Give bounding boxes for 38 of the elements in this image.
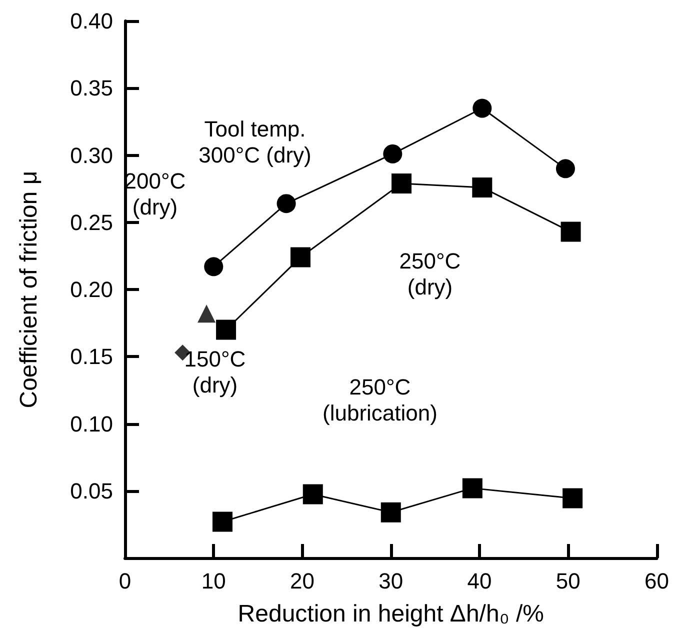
annotation: 150°C (dry) bbox=[184, 346, 246, 398]
y-tick-label: 0.10 bbox=[70, 411, 113, 436]
x-tick-label: 30 bbox=[378, 568, 404, 594]
point bbox=[380, 502, 401, 522]
point bbox=[562, 488, 583, 508]
y-tick-label: 0.20 bbox=[70, 277, 113, 302]
point bbox=[216, 320, 236, 340]
y-tick-label: 0.40 bbox=[70, 8, 113, 34]
point bbox=[290, 247, 310, 268]
point bbox=[560, 222, 581, 242]
point bbox=[472, 177, 492, 198]
point bbox=[462, 478, 482, 498]
annotation: 250°C (lubrication) bbox=[322, 374, 438, 426]
annotation: 200°C (dry) bbox=[124, 168, 186, 220]
y-tick-label: 0.05 bbox=[70, 478, 113, 504]
y-tick-label: 0.25 bbox=[70, 210, 113, 235]
point bbox=[198, 304, 216, 323]
x-tick-label: 40 bbox=[467, 568, 492, 594]
y-tick-label: 0.30 bbox=[70, 142, 113, 168]
x-tick-label: 0 bbox=[118, 568, 132, 594]
point bbox=[472, 98, 492, 118]
x-axis-title: Reduction in height Δh/h₀ /% bbox=[238, 600, 544, 628]
y-tick-label: 0.35 bbox=[70, 76, 113, 101]
x-tick-label: 60 bbox=[644, 568, 670, 594]
y-tick-label: 0.15 bbox=[70, 344, 113, 370]
point bbox=[556, 159, 575, 178]
point bbox=[392, 173, 412, 194]
point bbox=[383, 144, 402, 164]
point bbox=[276, 194, 296, 214]
x-tick-label: 20 bbox=[290, 568, 314, 594]
x-tick-label: 10 bbox=[201, 568, 226, 594]
annotation: Tool temp. 300°C (dry) bbox=[198, 116, 312, 168]
annotation: 250°C (dry) bbox=[399, 248, 461, 300]
point bbox=[204, 257, 224, 276]
point bbox=[302, 484, 323, 504]
x-tick-label: 50 bbox=[556, 568, 580, 594]
point bbox=[212, 512, 232, 532]
y-axis-title: Coefficient of friction μ bbox=[16, 170, 42, 408]
